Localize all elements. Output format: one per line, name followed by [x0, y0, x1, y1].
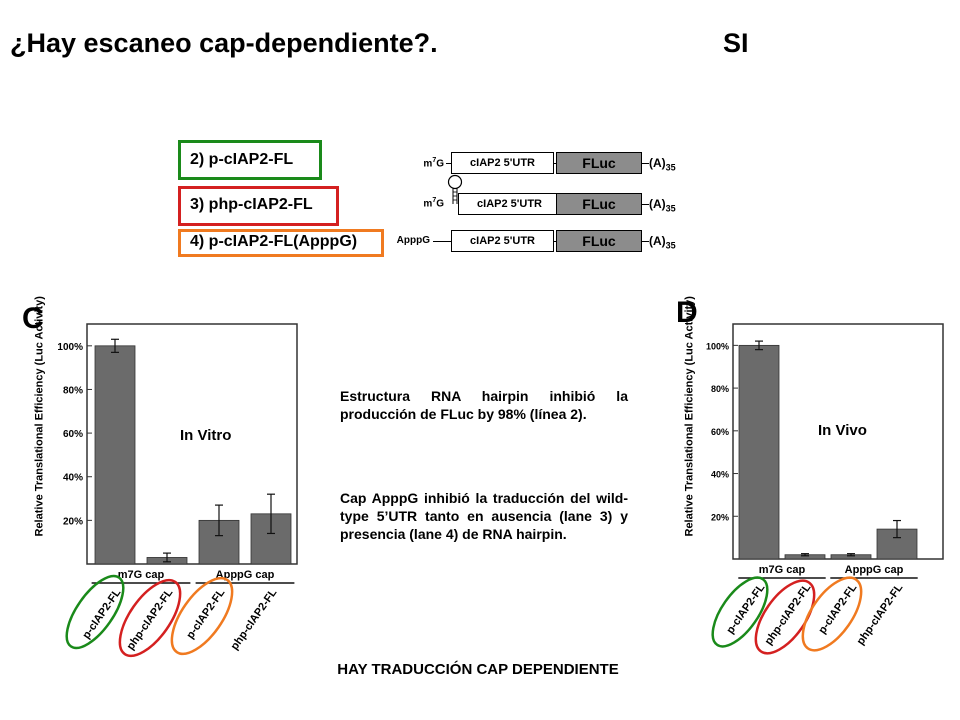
highlight-oval [118, 578, 182, 658]
y-tick-label: 100% [57, 342, 83, 353]
construct-label-4: 4) p-cIAP2-FL(ApppG) [190, 233, 358, 250]
category-label: p-cIAP2-FL [816, 582, 859, 637]
panel-c-ylabel: Relative Translational Efficiency (Luc A… [33, 296, 46, 537]
paragraph-apppg: Cap ApppG inhibió la traducción del wild… [340, 490, 628, 542]
connector-line [641, 204, 649, 205]
group-label: ApppG cap [845, 564, 904, 576]
construct-box-2 [178, 140, 322, 180]
highlight-oval [170, 576, 234, 656]
y-tick-label: 80% [711, 384, 729, 394]
m7g-cap-label: m7G [423, 197, 444, 210]
utr-box: cIAP2 5'UTR [458, 193, 561, 215]
paragraph-hairpin: Estructura RNA hairpin inhibió la produc… [340, 388, 628, 422]
chart-annotation: In Vitro [180, 427, 231, 444]
fluc-box: FLuc [556, 230, 642, 252]
y-tick-label: 80% [63, 385, 83, 396]
group-label: m7G cap [118, 569, 165, 581]
panel-d-letter: D [676, 296, 698, 329]
conclusion-footer: HAY TRADUCCIÓN CAP DEPENDIENTE [337, 661, 619, 678]
highlight-oval [801, 576, 863, 652]
page-title: ¿Hay escaneo cap-dependiente?. [10, 28, 438, 58]
polya-tail: (A)35 [649, 197, 676, 214]
construct-box-3 [178, 186, 339, 226]
construct-label-3: 3) php-cIAP2-FL [190, 196, 313, 213]
panel-d-ylabel: Relative Translational Efficiency (Luc A… [683, 296, 696, 537]
bar [94, 345, 136, 565]
group-label: m7G cap [759, 564, 806, 576]
construct-box-4 [178, 229, 384, 257]
hairpin-icon [447, 174, 463, 204]
y-tick-label: 60% [711, 427, 729, 437]
polya-tail: (A)35 [649, 234, 676, 251]
highlight-oval [754, 579, 816, 655]
polya-tail: (A)35 [649, 156, 676, 173]
chart-annotation: In Vivo [818, 422, 867, 439]
connector-line [641, 241, 649, 242]
connector-line [446, 163, 452, 164]
utr-box: cIAP2 5'UTR [451, 230, 554, 252]
highlight-oval [65, 574, 125, 650]
connector-line [433, 241, 451, 242]
group-label: ApppG cap [216, 569, 275, 581]
y-tick-label: 60% [63, 429, 83, 440]
y-tick-label: 20% [63, 516, 83, 527]
y-tick-label: 20% [711, 512, 729, 522]
connector-line [553, 241, 557, 242]
y-tick-label: 100% [706, 341, 729, 351]
category-label: php-cIAP2-FL [229, 587, 280, 653]
fluc-box: FLuc [556, 193, 642, 215]
category-label: php-cIAP2-FL [125, 587, 176, 653]
connector-line [553, 163, 557, 164]
y-tick-label: 40% [711, 470, 729, 480]
panel-c-letter: C [22, 302, 44, 335]
connector-line [641, 163, 649, 164]
fluc-box: FLuc [556, 152, 642, 174]
category-label: p-cIAP2-FL [184, 587, 227, 642]
highlight-oval [711, 576, 769, 648]
bar [738, 344, 780, 560]
panel-c-chart: 20% 40% 60% 80% 100% In Vitro m7G cap ApppG cap… [57, 323, 298, 658]
utr-box: cIAP2 5'UTR [451, 152, 554, 174]
construct-label-2: 2) p-cIAP2-FL [190, 151, 294, 168]
m7g-cap-label: m7G [423, 157, 444, 170]
apppg-cap-label: ApppG [396, 235, 430, 246]
category-label: php-cIAP2-FL [763, 582, 814, 648]
y-tick-label: 40% [63, 473, 83, 484]
panel-d-chart: 20% 40% 60% 80% 100% In Vivo m7G cap ApppG cap p… [706, 323, 944, 655]
page-answer: SI [723, 28, 749, 58]
